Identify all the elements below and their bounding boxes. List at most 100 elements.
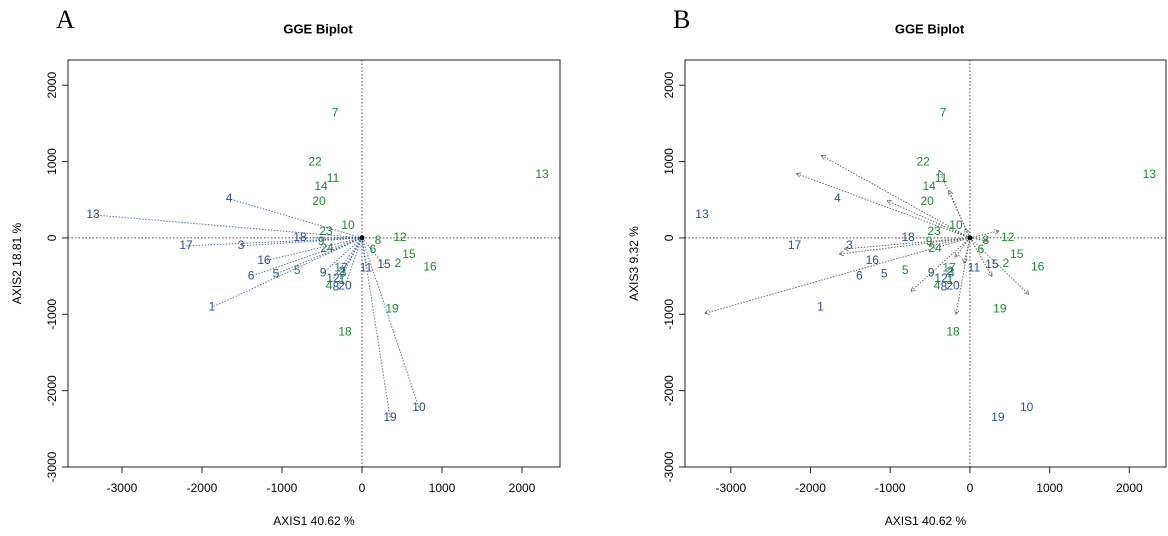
point-label: 16 [257, 253, 271, 267]
vector [361, 237, 391, 418]
point-label: 12 [393, 230, 407, 244]
vector [344, 237, 363, 287]
point-label: 11 [935, 171, 948, 185]
point-label: 24 [928, 241, 942, 255]
vector [839, 237, 970, 254]
y-tick-label: 1000 [662, 148, 676, 175]
point-label: 19 [385, 301, 399, 315]
point-label: 1 [339, 273, 346, 287]
point-label: 12 [326, 271, 340, 285]
point-label: 19 [383, 410, 397, 424]
vector [844, 237, 970, 249]
vector [929, 237, 971, 246]
point-label: 24 [320, 241, 334, 255]
y-tick-label: -3000 [662, 451, 676, 482]
point-label: 1 [947, 273, 954, 287]
y-tick-label: -2000 [662, 375, 676, 406]
y-tick-label: -1000 [45, 299, 59, 330]
point-label: 9 [928, 265, 935, 279]
point-label: 10 [949, 218, 963, 232]
point-label: 10 [412, 400, 426, 414]
point-label: 20 [920, 194, 934, 208]
point-label: 4 [834, 191, 841, 205]
point-label: 13 [695, 207, 709, 221]
vector [335, 237, 363, 288]
point-label: 18 [293, 230, 307, 244]
point-label: 9 [318, 234, 325, 248]
point-label: 18 [338, 325, 352, 339]
point-label: 20 [312, 194, 326, 208]
x-tick-label: -2000 [795, 481, 826, 495]
point-label: 14 [922, 179, 936, 193]
point-label: 16 [866, 253, 880, 267]
point-label: 20 [338, 278, 352, 292]
y-tick-label: -3000 [45, 451, 59, 482]
y-tick-label: 0 [45, 234, 59, 241]
vector [211, 237, 363, 308]
vector [949, 191, 971, 239]
point-label: 1 [817, 299, 824, 313]
point-label: 9 [926, 234, 933, 248]
vector [822, 156, 971, 239]
x-tick-label: 0 [967, 481, 974, 495]
point-label: 13 [535, 167, 549, 181]
point-label: 6 [248, 268, 255, 282]
point-label: 18 [946, 325, 960, 339]
point-label: 9 [320, 265, 327, 279]
point-label: 3 [238, 238, 245, 252]
x-tick-label: 1000 [1036, 481, 1063, 495]
plot-frame [684, 59, 1167, 468]
point-label: 5 [902, 263, 909, 277]
point-label: 17 [942, 260, 956, 274]
vector [964, 237, 971, 263]
x-tick-label: -3000 [107, 481, 138, 495]
point-label: 11 [360, 260, 373, 274]
y-tick-label: -2000 [45, 375, 59, 406]
point-label: 8 [941, 279, 948, 293]
point-label: 15 [985, 257, 999, 271]
x-tick-label: 0 [359, 481, 366, 495]
vector [797, 174, 971, 239]
point-label: 2 [395, 256, 402, 270]
point-label: 19 [991, 410, 1005, 424]
point-label: 5 [294, 263, 301, 277]
point-label: 4 [934, 278, 941, 292]
vector [241, 237, 363, 247]
x-tick-label: 2000 [1116, 481, 1143, 495]
point-label: 15 [377, 257, 391, 271]
vector [228, 198, 363, 239]
point-label: 17 [788, 238, 802, 252]
x-tick-label: -3000 [715, 481, 746, 495]
point-label: 15 [402, 247, 416, 261]
vector [332, 237, 363, 280]
point-label: 15 [1010, 247, 1024, 261]
point-label: 22 [916, 155, 930, 169]
point-label: 2 [1002, 256, 1009, 270]
point-label: 6 [978, 242, 985, 256]
point-label: 12 [1001, 230, 1015, 244]
point-label: 7 [940, 105, 947, 119]
point-label: 3 [340, 265, 347, 279]
point-label: 10 [341, 218, 355, 232]
y-tick-label: 1000 [45, 148, 59, 175]
point-label: 3 [948, 265, 955, 279]
x-tick-label: 2000 [509, 481, 536, 495]
x-tick-label: -1000 [267, 481, 298, 495]
point-label: 11 [327, 171, 340, 185]
vector [705, 237, 971, 313]
point-label: 23 [927, 224, 941, 238]
plot-frame [67, 59, 561, 468]
origin [359, 235, 365, 241]
point-label: 17 [179, 238, 193, 252]
vector [969, 237, 992, 276]
point-label: 16 [423, 259, 437, 273]
vector [887, 201, 971, 239]
x-axis-label: AXIS1 40.62 % [885, 514, 967, 528]
point-label: 16 [1031, 259, 1045, 273]
vector [911, 237, 971, 291]
panel-label: B [673, 5, 690, 34]
point-label: 6 [856, 268, 863, 282]
point-label: 8 [375, 233, 382, 247]
